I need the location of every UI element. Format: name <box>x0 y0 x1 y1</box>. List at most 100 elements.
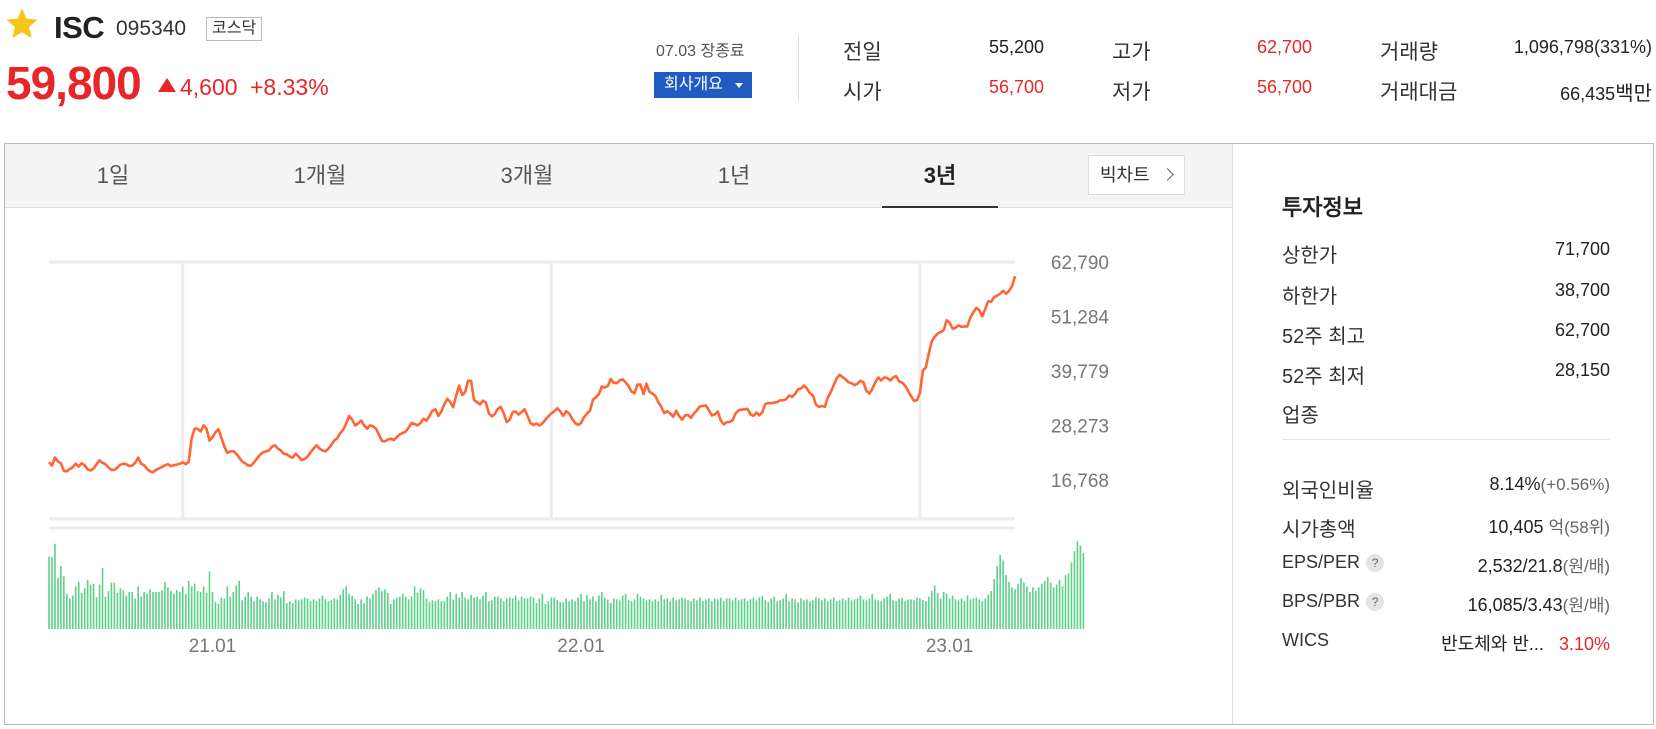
volume-bar <box>1070 562 1073 629</box>
volume-bar <box>297 600 300 629</box>
market-cap-value: 10,405 <box>1488 517 1544 537</box>
volume-bar <box>758 597 761 629</box>
market-badge: 코스닥 <box>206 17 263 41</box>
eps-per-label: EPS/PER <box>1282 552 1361 572</box>
tab-1month[interactable]: 1개월 <box>293 163 347 188</box>
volume-bar <box>749 599 752 629</box>
open-label: 시가 <box>843 81 882 104</box>
wics-label: WICS <box>1282 630 1329 650</box>
tab-3year[interactable]: 3년 <box>882 144 998 208</box>
volume-bar <box>345 586 348 629</box>
volume-bar <box>89 584 92 629</box>
volume-bar <box>945 593 948 629</box>
volume-bar <box>583 601 585 629</box>
volume-bar <box>202 586 205 629</box>
upper-limit-value: 71,700 <box>1554 239 1610 259</box>
volume-bar <box>713 598 716 629</box>
volume-bar <box>354 599 356 629</box>
volume-bar <box>83 588 86 629</box>
volume-bar <box>592 596 594 629</box>
week52-high-value: 62,700 <box>1554 320 1610 340</box>
volume-bar <box>223 598 226 629</box>
big-chart-label: 빅차트 <box>1100 165 1150 185</box>
eps-per-unit: (원/배) <box>1562 557 1610 576</box>
volume-bar <box>1040 583 1043 629</box>
chevron-right-icon <box>1161 168 1174 181</box>
x-tick-label: 21.01 <box>189 636 237 657</box>
volume-bar <box>274 599 276 629</box>
volume-bar <box>782 598 784 629</box>
volume-bar <box>609 603 612 629</box>
volume-bar <box>392 599 395 629</box>
volume-bar <box>211 591 214 629</box>
volume-bar <box>612 598 615 629</box>
volume-bar <box>57 578 59 629</box>
volume-bar <box>235 585 238 629</box>
company-overview-button[interactable]: 회사개요 <box>654 72 752 98</box>
volume-bar <box>282 591 285 629</box>
volume-bar <box>253 601 255 629</box>
foreign-ratio: 8.14%(+0.56%) <box>1490 474 1611 495</box>
volume-bar <box>568 601 570 629</box>
help-icon[interactable]: ? <box>1366 554 1385 573</box>
volume-bar <box>797 602 799 629</box>
volume-bar <box>285 603 288 629</box>
volume-bar <box>137 586 139 629</box>
volume-bar <box>553 597 556 629</box>
volume-bar <box>829 599 832 629</box>
volume-bar <box>910 599 912 629</box>
volume-bar <box>449 591 452 629</box>
volume-bar <box>342 589 345 629</box>
volume-bar <box>1032 587 1034 629</box>
volume-bar <box>654 599 657 629</box>
volume-bar <box>880 601 883 629</box>
favorite-star-icon[interactable] <box>4 6 40 42</box>
period-tabs: 1일 1개월 3개월 1년 3년 빅차트 <box>5 144 1232 208</box>
trade-amount-value: 66,435 <box>1560 84 1616 104</box>
volume-bar <box>1079 545 1082 629</box>
volume-bar <box>755 600 758 629</box>
bps-pbr-label: BPS/PBR <box>1282 591 1361 611</box>
volume-bar <box>818 598 820 629</box>
price-chart-area: 1일 1개월 3개월 1년 3년 빅차트 62,790 51,284 39,779 2… <box>5 144 1233 724</box>
volume-bar <box>615 599 618 629</box>
change-rate: +8.33% <box>250 74 329 100</box>
foreign-ratio-change: (+0.56%) <box>1540 475 1610 494</box>
volume-bar <box>660 594 663 629</box>
volume-bar <box>624 593 627 629</box>
volume-bar <box>1082 553 1085 629</box>
wics-sector-link[interactable]: 반도체와 반... <box>1441 634 1544 654</box>
volume-bar <box>520 596 523 629</box>
help-icon[interactable]: ? <box>1366 593 1385 612</box>
bps-pbr-value: 16,085/3.43 <box>1467 595 1563 615</box>
volume-bar <box>604 597 606 629</box>
volume-bar <box>595 601 597 629</box>
volume-bar <box>639 596 642 629</box>
volume-bar <box>737 600 740 629</box>
tab-3month[interactable]: 3개월 <box>500 163 554 188</box>
volume-bar <box>155 591 157 629</box>
volume-bar <box>746 601 749 629</box>
volume-bar <box>351 595 353 629</box>
volume-bar <box>776 601 779 629</box>
volume-bar <box>990 591 993 629</box>
volume-bar <box>904 601 906 629</box>
chart-panel: 1일 1개월 3개월 1년 3년 빅차트 62,790 51,284 39,779 2… <box>4 143 1654 725</box>
volume-bar <box>785 593 787 629</box>
x-tick-label: 22.01 <box>557 636 605 657</box>
volume-bar <box>95 597 98 629</box>
volume-bar <box>1026 586 1028 629</box>
volume-bar <box>378 587 380 629</box>
market-cap-label: 시가총액 <box>1282 519 1356 541</box>
volume-bar <box>220 597 223 629</box>
volume-bar <box>250 596 252 629</box>
volume-bar <box>835 601 838 629</box>
tab-1year[interactable]: 1년 <box>717 163 751 188</box>
volume-bar <box>208 571 211 629</box>
volume-bar <box>369 598 371 629</box>
volume-bar <box>948 598 951 629</box>
volume-bar <box>580 593 582 629</box>
big-chart-button[interactable]: 빅차트 <box>1088 155 1185 195</box>
tab-1day[interactable]: 1일 <box>96 163 130 188</box>
volume-bar <box>196 591 199 629</box>
